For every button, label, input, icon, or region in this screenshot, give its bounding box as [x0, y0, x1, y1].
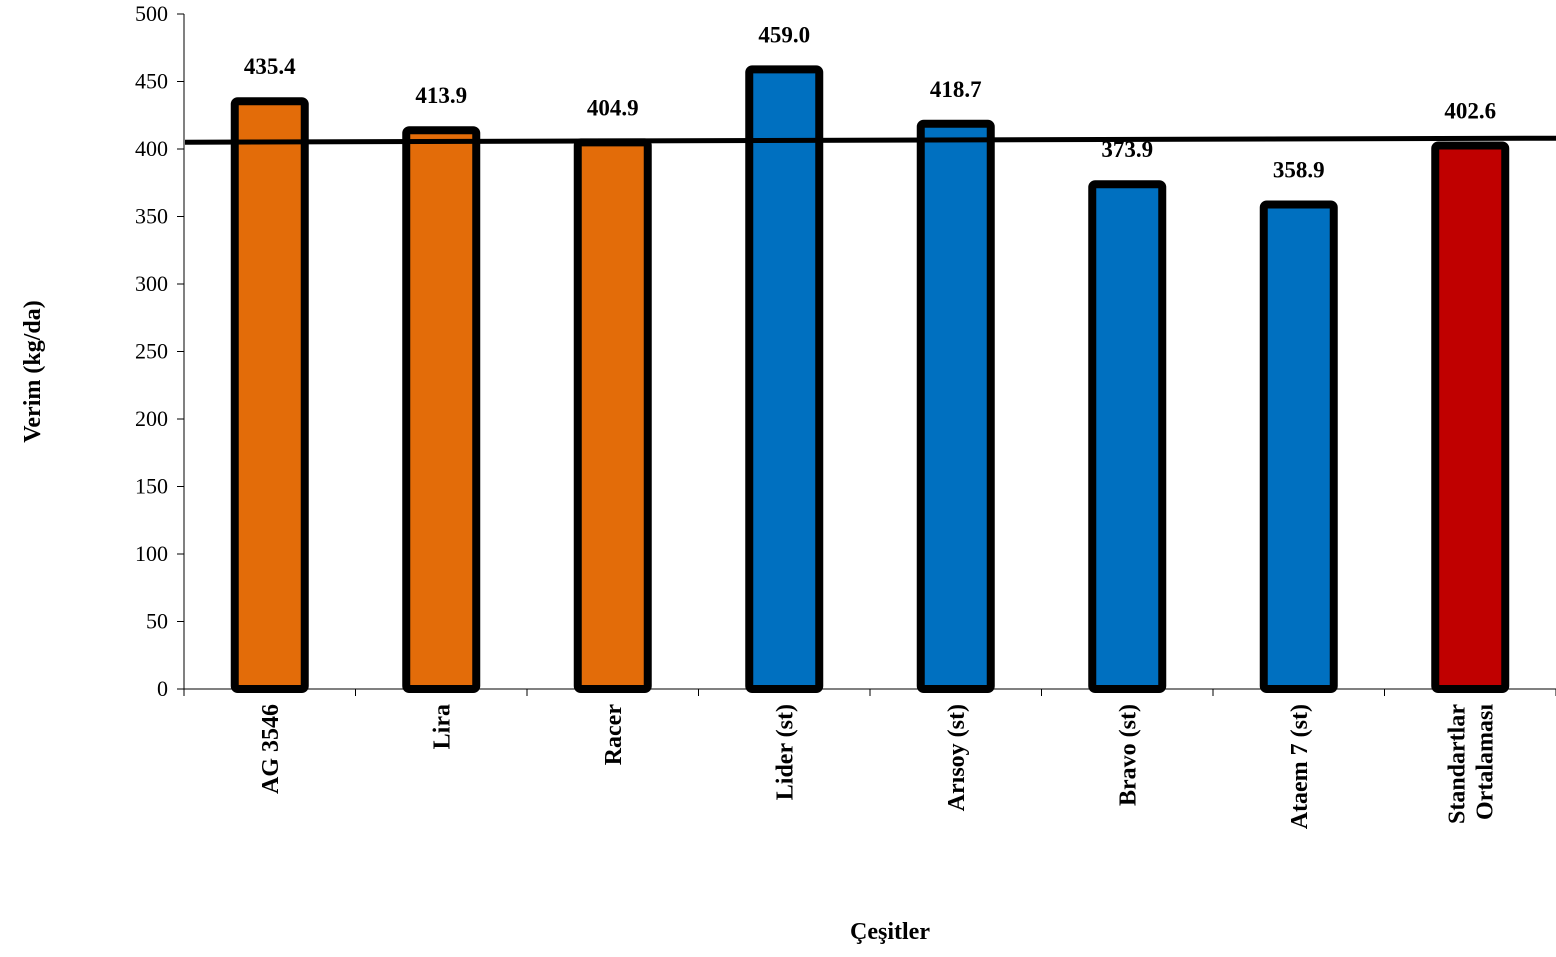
data-label: 358.9: [1273, 157, 1325, 182]
y-tick-label: 100: [135, 541, 168, 566]
data-label: 402.6: [1444, 98, 1496, 123]
category-label: Bravo (st): [1115, 704, 1141, 806]
category-label-line: AG 3546: [258, 704, 284, 794]
axes-layer: 0 50 100 150 200 250 300 350 400 450 500: [135, 1, 1556, 701]
y-tick-label: 350: [135, 204, 168, 229]
category-label: AG 3546: [258, 704, 284, 794]
data-label: 373.9: [1101, 137, 1153, 162]
average-reference-line: [184, 135, 1556, 145]
y-axis-title: Verim (kg/da): [20, 300, 46, 442]
category-label-line: Lider (st): [772, 704, 798, 800]
y-tick-label: 250: [135, 339, 168, 364]
data-label: 404.9: [587, 95, 639, 120]
y-tick-label: 300: [135, 271, 168, 296]
bar: [745, 65, 824, 694]
y-tick-label: 500: [135, 1, 168, 26]
x-axis-title: Çeşitler: [850, 919, 930, 945]
y-tick-label: 400: [135, 136, 168, 161]
category-label-line: Bravo (st): [1115, 704, 1141, 806]
bar: [1088, 180, 1167, 694]
category-label-line: Standartlar: [1444, 704, 1470, 824]
bar: [402, 126, 481, 694]
bar: [1259, 200, 1338, 694]
data-label: 459.0: [758, 22, 810, 47]
bar: [916, 119, 995, 693]
labels-layer: 435.4 413.9 404.9 459.0 418.7 373.9 358.9 402.6…: [244, 22, 1498, 829]
category-label: Standartlar Ortalaması: [1444, 704, 1498, 824]
category-label: Ataem 7 (st): [1287, 704, 1313, 829]
bars-layer: [230, 65, 1510, 694]
bar: [1431, 141, 1510, 694]
category-label: Lider (st): [772, 704, 798, 800]
reference-line-layer: [184, 135, 1556, 145]
category-label-line: Ataem 7 (st): [1287, 704, 1313, 829]
bar: [573, 138, 652, 693]
y-tick-label: 150: [135, 474, 168, 499]
data-label: 435.4: [244, 54, 296, 79]
data-label: 418.7: [930, 77, 982, 102]
y-tick-label: 0: [157, 676, 168, 701]
bar: [230, 97, 309, 693]
category-label-line: Lira: [429, 704, 455, 749]
y-tick-label: 450: [135, 69, 168, 94]
y-tick-label: 200: [135, 406, 168, 431]
category-label-line: Ortalaması: [1472, 704, 1498, 820]
data-label: 413.9: [415, 83, 467, 108]
y-tick-label: 50: [146, 609, 168, 634]
category-label: Arısoy (st): [944, 704, 970, 811]
category-label-line: Arısoy (st): [944, 704, 970, 811]
category-label: Lira: [429, 704, 455, 749]
category-label-line: Racer: [601, 704, 627, 766]
category-label: Racer: [601, 704, 627, 766]
